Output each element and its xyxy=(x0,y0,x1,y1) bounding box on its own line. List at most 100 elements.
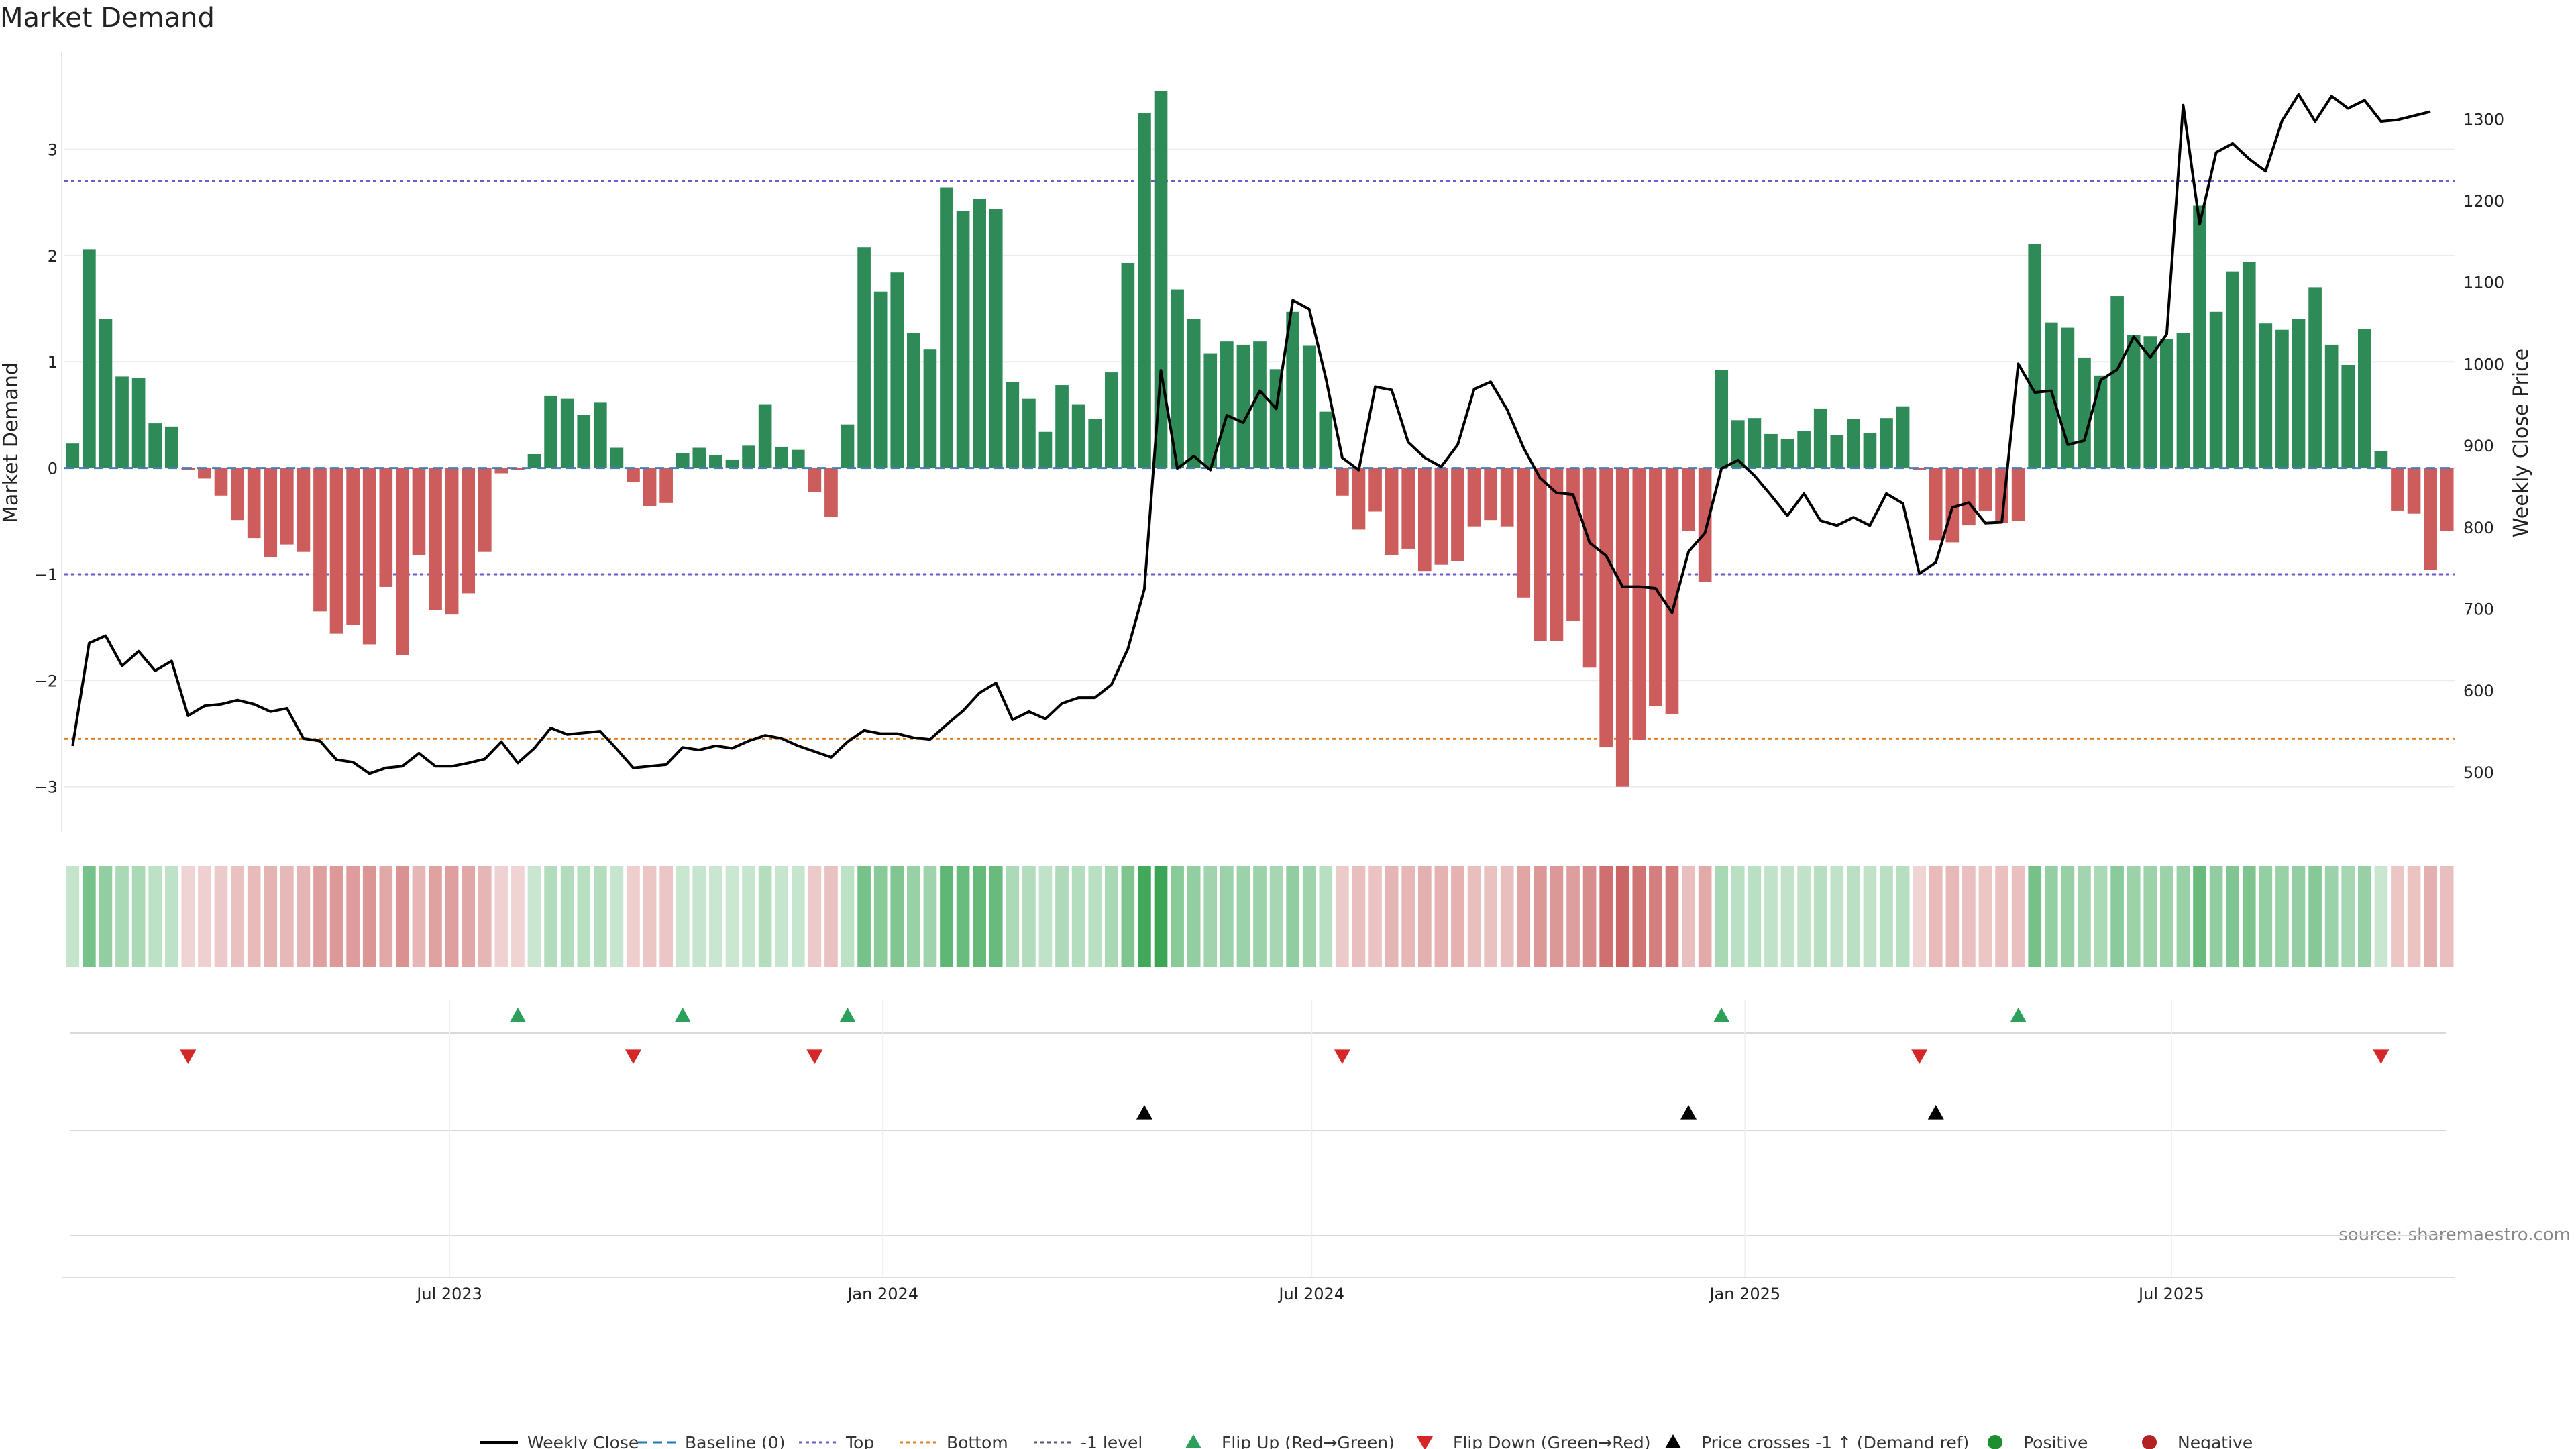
legend-label: Flip Up (Red→Green) xyxy=(1222,1433,1395,1449)
legend-swatch xyxy=(1417,1436,1433,1449)
heat-cell xyxy=(2308,866,2322,967)
heat-cell xyxy=(313,866,327,967)
legend-label: Flip Down (Green→Red) xyxy=(1453,1433,1651,1449)
demand-bar xyxy=(297,468,311,552)
right-axis-ticks: 500 600 700 800 900 1000 1100 1200 1300 xyxy=(2463,110,2504,782)
flip-down-marker xyxy=(1911,1049,1928,1064)
heat-cell xyxy=(214,866,228,967)
flip-down-marker xyxy=(180,1049,197,1064)
legend-item: Bottom xyxy=(900,1433,1008,1449)
heat-cell xyxy=(1550,866,1564,967)
right-tick-label: 1100 xyxy=(2463,274,2504,292)
heat-cell xyxy=(2324,866,2339,967)
heat-cell xyxy=(2357,866,2371,967)
demand-bar xyxy=(1978,468,1992,511)
left-tick-label: 0 xyxy=(48,460,58,478)
heat-cell xyxy=(709,866,722,967)
left-axis-ticks: −3 −2 −1 0 1 2 3 xyxy=(34,141,58,797)
heat-cell xyxy=(1896,866,1910,967)
demand-bar xyxy=(2028,244,2042,468)
legend-item: Positive xyxy=(1988,1433,2088,1449)
weekly-close-line xyxy=(71,93,2431,775)
demand-bar xyxy=(1302,345,1316,468)
demand-bar xyxy=(2374,451,2388,468)
legend-swatch xyxy=(1185,1434,1201,1448)
heat-cell xyxy=(1913,866,1927,967)
heat-cell xyxy=(2341,866,2355,967)
heat-cell xyxy=(1863,866,1877,967)
heat-cell xyxy=(66,866,80,967)
heat-cell xyxy=(841,866,855,967)
price-cross-marker xyxy=(1680,1105,1697,1120)
demand-bar xyxy=(593,402,607,468)
demand-bar xyxy=(2176,333,2190,468)
heat-cell xyxy=(873,866,888,967)
demand-bar xyxy=(1731,420,1745,468)
demand-bar xyxy=(1682,468,1695,531)
demand-bar xyxy=(560,398,574,468)
demand-bar xyxy=(610,447,624,468)
demand-bar xyxy=(1451,468,1464,561)
legend-label: Weekly Close xyxy=(527,1433,639,1449)
demand-bar xyxy=(725,459,739,468)
demand-bar xyxy=(2440,468,2454,531)
demand-bar xyxy=(1863,433,1877,468)
demand-bar xyxy=(1417,468,1432,572)
demand-bar xyxy=(1550,468,1564,641)
demand-bar xyxy=(2275,329,2289,468)
demand-bar xyxy=(973,199,986,468)
heat-cell xyxy=(1715,866,1729,967)
heat-cell xyxy=(1929,866,1943,967)
demand-bar xyxy=(1880,418,1893,468)
heat-cell xyxy=(1171,866,1184,967)
heat-cell xyxy=(1417,866,1432,967)
heat-cell xyxy=(857,866,871,967)
left-tick-label: −3 xyxy=(34,778,58,797)
demand-bar xyxy=(1649,468,1662,706)
demand-bar xyxy=(2143,336,2157,468)
price-cross-marker xyxy=(1927,1105,1944,1120)
demand-bar xyxy=(1500,468,1514,527)
heat-cell xyxy=(2407,866,2421,967)
x-tick-label: Jul 2025 xyxy=(2137,1285,2204,1303)
demand-bar xyxy=(923,349,937,468)
demand-bar xyxy=(1022,398,1036,468)
right-tick-label: 1000 xyxy=(2463,355,2504,374)
heat-cell xyxy=(2028,866,2042,967)
demand-bar xyxy=(379,468,393,587)
heat-cell xyxy=(1764,866,1778,967)
demand-bar xyxy=(1615,468,1629,787)
demand-bar xyxy=(148,423,162,468)
demand-bar xyxy=(890,272,904,468)
demand-bar xyxy=(511,468,525,470)
heat-cell xyxy=(445,866,459,967)
heat-cell xyxy=(544,866,557,967)
heat-cell xyxy=(610,866,624,967)
heat-cell xyxy=(1797,866,1811,967)
heat-cell xyxy=(1055,866,1069,967)
flip-up-marker xyxy=(839,1008,856,1022)
heat-cell xyxy=(231,866,244,967)
left-axis-title: Market Demand xyxy=(0,362,23,523)
heat-cell xyxy=(1847,866,1860,967)
demand-bar xyxy=(692,447,706,468)
legend-label: Top xyxy=(845,1433,874,1449)
heat-cell xyxy=(412,866,426,967)
heat-cell xyxy=(1104,866,1118,967)
demand-bar xyxy=(1484,468,1497,521)
demand-bar xyxy=(873,291,888,468)
heat-cell xyxy=(1352,866,1366,967)
heat-cell xyxy=(2259,866,2273,967)
demand-bar xyxy=(1434,468,1448,565)
heat-cell xyxy=(808,866,822,967)
demand-bar xyxy=(247,468,261,539)
heat-cell xyxy=(1962,866,1976,967)
heat-cell xyxy=(577,866,591,967)
demand-bar xyxy=(1467,468,1481,527)
heat-cell xyxy=(1071,866,1085,967)
heat-cell xyxy=(2160,866,2174,967)
demand-bar xyxy=(2094,375,2108,468)
demand-bar xyxy=(2424,468,2437,570)
flip-down-marker xyxy=(806,1049,823,1064)
